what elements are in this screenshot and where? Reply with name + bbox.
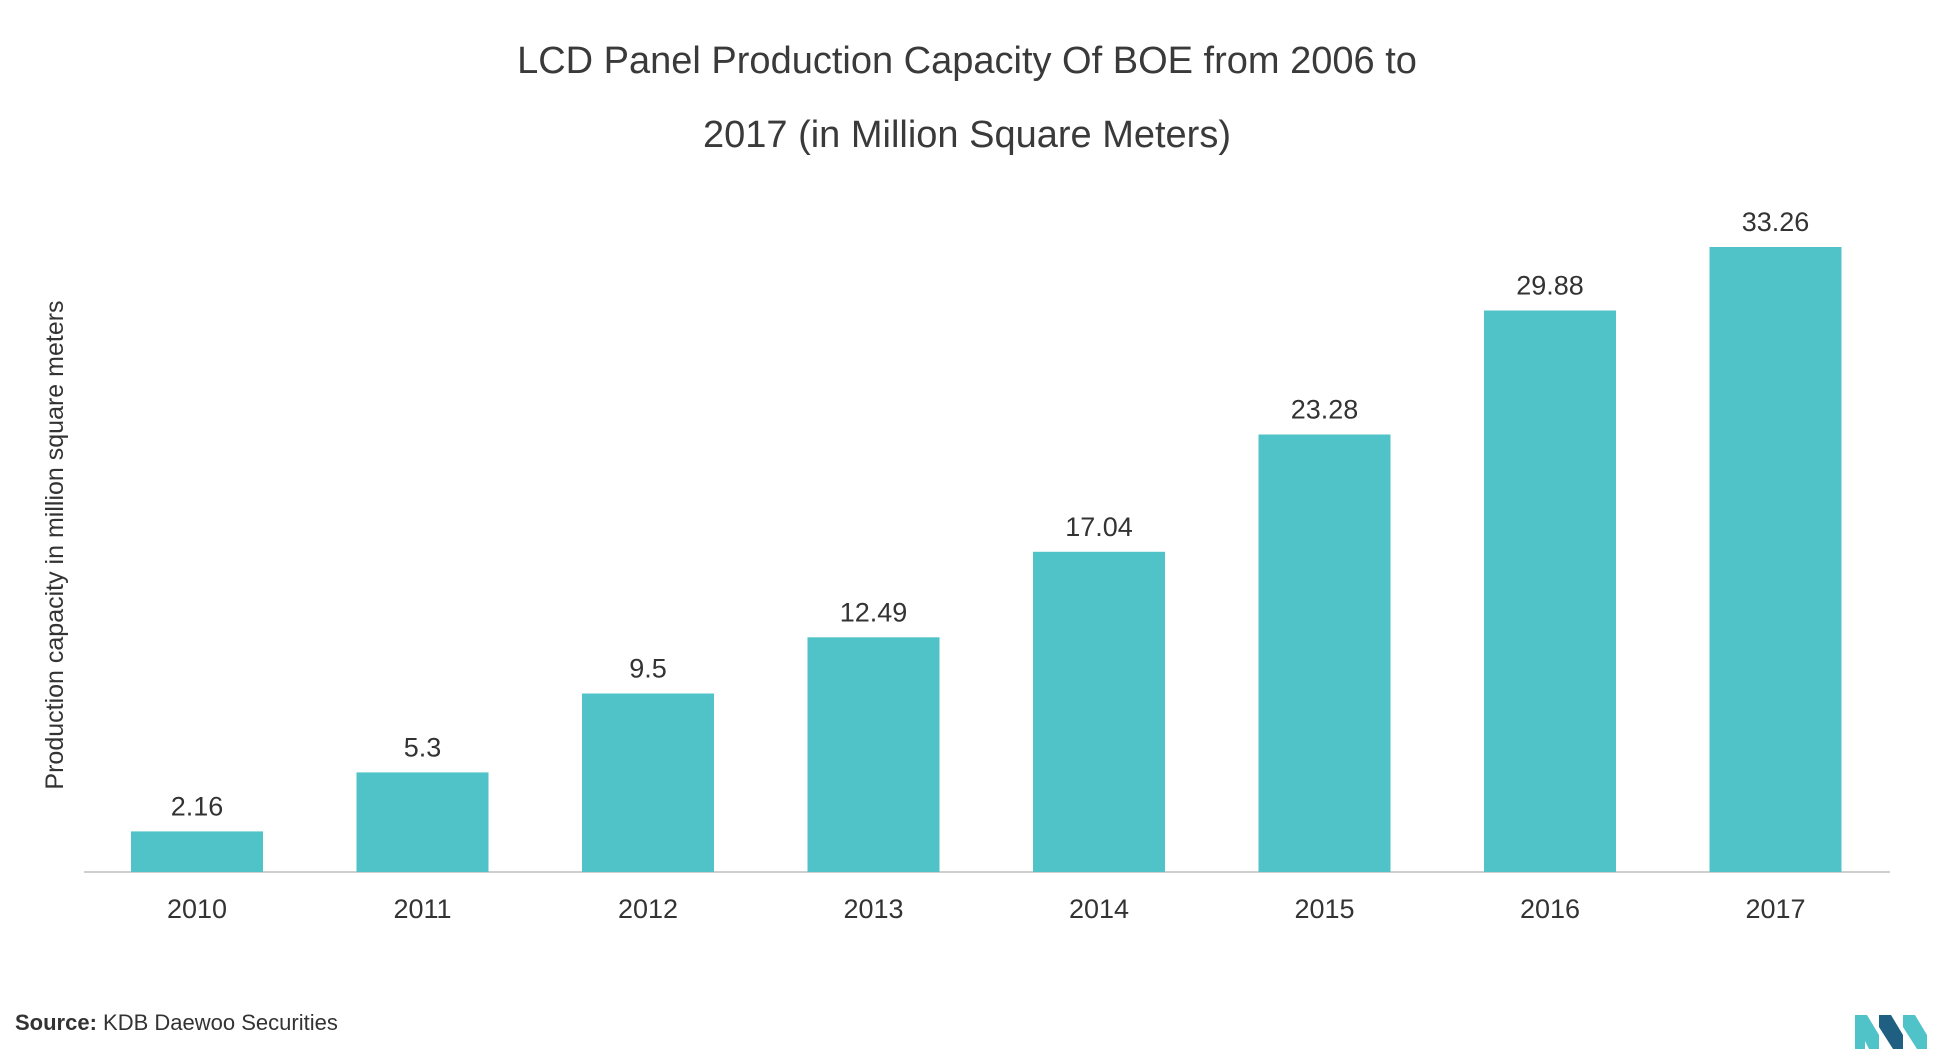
bar-2017: [1709, 247, 1842, 872]
source-note: Source: KDB Daewoo Securities: [15, 1010, 338, 1036]
bar-2015: [1258, 434, 1391, 872]
x-tick-label-2016: 2016: [1520, 894, 1580, 924]
value-label-2011: 5.3: [404, 732, 442, 762]
x-tick-label-2017: 2017: [1745, 894, 1805, 924]
bar-2014: [1033, 551, 1165, 872]
value-label-2014: 17.04: [1065, 512, 1133, 542]
x-tick-label-2012: 2012: [618, 894, 678, 924]
value-label-2016: 29.88: [1516, 271, 1584, 301]
x-tick-label-2010: 2010: [167, 894, 227, 924]
value-label-2015: 23.28: [1291, 395, 1359, 425]
chart-title-line-2: 2017 (in Million Square Meters): [702, 114, 1231, 156]
value-label-2017: 33.26: [1742, 207, 1810, 237]
value-label-2013: 12.49: [840, 597, 908, 627]
bar-2012: [582, 693, 714, 872]
source-label: Source:: [15, 1010, 97, 1035]
x-tick-label-2011: 2011: [393, 894, 451, 924]
x-tick-label-2015: 2015: [1294, 894, 1354, 924]
source-text: KDB Daewoo Securities: [103, 1010, 338, 1035]
bar-2013: [807, 637, 940, 872]
value-label-2012: 9.5: [629, 654, 667, 684]
x-tick-label-2014: 2014: [1069, 894, 1129, 924]
value-label-2010: 2.16: [171, 791, 224, 821]
bar-2016: [1484, 310, 1616, 872]
mordor-logo-icon: [1855, 1015, 1927, 1049]
bar-2010: [131, 831, 263, 872]
chart-title-line-1: LCD Panel Production Capacity Of BOE fro…: [517, 40, 1417, 82]
y-axis-title: Production capacity in million square me…: [41, 300, 69, 789]
x-tick-label-2013: 2013: [843, 894, 903, 924]
chart-title: LCD Panel Production Capacity Of BOE fro…: [0, 24, 1934, 172]
bar-2011: [356, 772, 489, 872]
